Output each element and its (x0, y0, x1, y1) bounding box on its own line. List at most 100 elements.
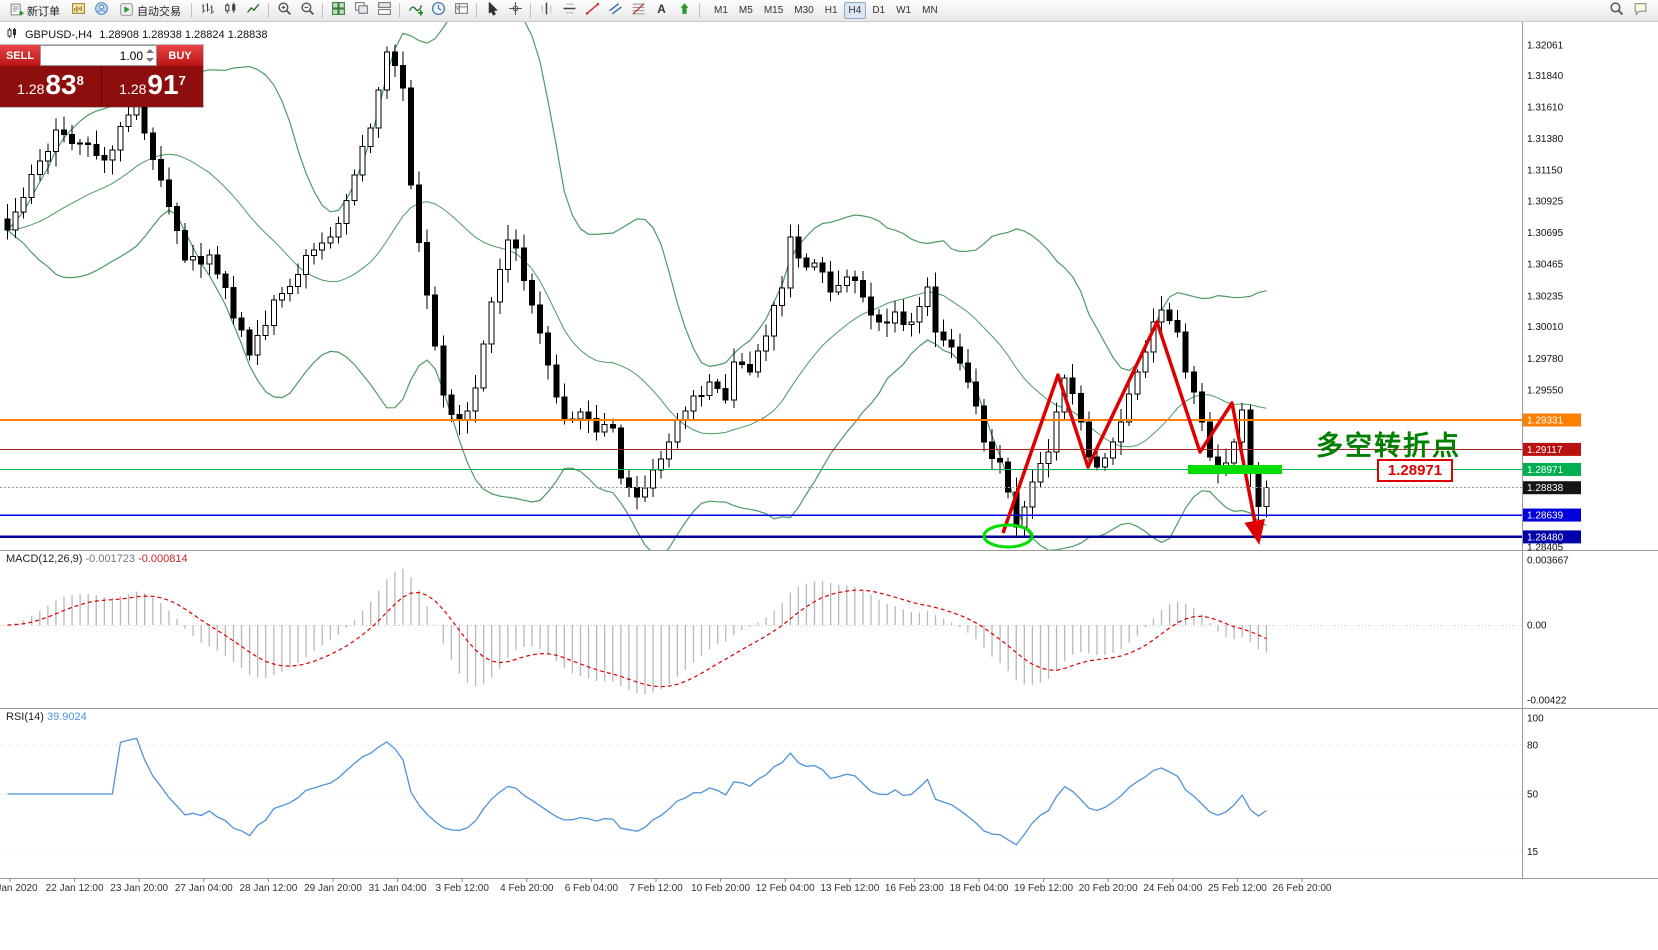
toolbar-separator (322, 3, 323, 18)
volume-input[interactable]: 1.00 (40, 45, 157, 66)
macd-signal-line (7, 589, 1267, 688)
fibonacci-tool-icon (631, 1, 646, 21)
timeframe-m5-button[interactable]: M5 (738, 5, 753, 16)
sell-price-display[interactable]: 1.28 83 8 (0, 66, 101, 107)
price-scale[interactable]: 1.32061 1.31840 1.31610 1.31380 1.31150 1.309… (1523, 41, 1581, 554)
buy-button[interactable]: BUY (157, 45, 203, 66)
profiles-button[interactable] (90, 0, 112, 21)
crosshair-tool-button[interactable] (504, 0, 526, 21)
chart-title-ohlc: GBPUSD-,H4 1.28908 1.28938 1.28824 1.288… (6, 27, 267, 42)
templates-button[interactable] (450, 0, 472, 21)
time-tick-label: 27 Jan 04:00 (175, 883, 233, 894)
price-tick: 1.31610 (1527, 102, 1564, 113)
charts-button[interactable] (67, 0, 89, 21)
price-badge (1523, 442, 1581, 456)
indicators-button[interactable] (404, 0, 426, 21)
chart-type-line-icon (246, 1, 261, 21)
ellipse-highlight[interactable] (982, 523, 1034, 549)
profiles-icon (94, 1, 109, 21)
trend-arrow-drawing[interactable] (1001, 320, 1266, 545)
periods-button[interactable] (427, 0, 449, 21)
vertical-line-tool-button[interactable] (535, 0, 557, 21)
horizontal-line-tool-button[interactable] (558, 0, 580, 21)
time-tick-label: 24 Feb 04:00 (1143, 883, 1202, 894)
timeframe-switcher: M1 M5 M15 M30 H1 H4 D1 W1 MN (709, 2, 943, 19)
zoom-in-icon (277, 1, 292, 21)
one-click-trading-panel: SELL 1.00 BUY 1.28 83 8 1.28 91 7 (0, 44, 204, 108)
timeframe-m1-button[interactable]: M1 (714, 5, 728, 16)
sell-button[interactable]: SELL (0, 45, 40, 66)
search-button[interactable] (1605, 0, 1627, 21)
time-tick-label: 4 Feb 20:00 (500, 883, 554, 894)
analysis-annotations[interactable] (982, 320, 1282, 549)
time-tick-label: 26 Feb 20:00 (1273, 883, 1332, 894)
rsi-axis-label: 50 (1527, 790, 1539, 801)
price-tick: 1.30010 (1527, 322, 1564, 333)
time-tick-label: 10 Feb 20:00 (691, 883, 750, 894)
chart-type-line-button[interactable] (242, 0, 264, 21)
time-tick-label: 16 Feb 23:00 (885, 883, 944, 894)
chart-symbol-icon (6, 27, 18, 42)
chart-window[interactable]: 1.32061 1.31840 1.31610 1.31380 1.31150 1.309… (0, 22, 1658, 950)
timeframe-m15-button[interactable]: M15 (763, 5, 784, 16)
chart-type-candles-button[interactable] (219, 0, 241, 21)
chart-type-bars-icon (200, 1, 215, 21)
price-tick: 1.30695 (1527, 228, 1564, 239)
fibonacci-tool-button[interactable] (627, 0, 649, 21)
main-toolbar: 新订单 自动交易 A M1 M5 M15 M30 H1 H4 D1 W1 MN (0, 0, 1658, 22)
vertical-line-tool-icon (539, 1, 554, 21)
support-zone-bar[interactable] (1188, 465, 1282, 474)
trendline-tool-button[interactable] (581, 0, 603, 21)
zoom-out-icon (300, 1, 315, 21)
chat-button[interactable] (1629, 0, 1651, 21)
toolbar-separator (530, 3, 531, 18)
time-tick-label: 6 Feb 04:00 (565, 883, 619, 894)
timeframe-h4-button[interactable]: H4 (843, 2, 867, 19)
horizontal-level-lines[interactable] (0, 419, 1522, 539)
timeframe-m30-button[interactable]: M30 (794, 5, 814, 16)
time-scale[interactable]: 21 Jan 2020 22 Jan 12:00 23 Jan 20:00 27 Ja… (0, 878, 1332, 894)
macd-axis-label: 0.003667 (1527, 556, 1569, 567)
price-badge (1523, 413, 1581, 427)
arrow-tool-button[interactable] (673, 0, 695, 21)
cascade-windows-button[interactable] (350, 0, 372, 21)
price-tick: 1.31840 (1527, 71, 1564, 82)
time-tick-label: 12 Feb 04:00 (756, 883, 815, 894)
autotrading-label: 自动交易 (137, 5, 181, 18)
zoom-out-button[interactable] (296, 0, 318, 21)
timeframe-mn-button[interactable]: MN (922, 5, 938, 16)
chart-canvas[interactable]: 1.32061 1.31840 1.31610 1.31380 1.31150 1.309… (0, 22, 1658, 950)
search-icon (1609, 1, 1624, 21)
chart-type-bars-button[interactable] (196, 0, 218, 21)
main-chart-panel (4, 22, 1270, 550)
rsi-panel: 100 80 50 15 (0, 714, 1544, 858)
ohlc-values: 1.28908 1.28938 1.28824 1.28838 (99, 28, 268, 41)
price-badge-text: 1.29117 (1527, 445, 1563, 456)
price-badge-text: 1.28838 (1527, 483, 1564, 494)
rsi-axis-label: 15 (1527, 847, 1539, 858)
bollinger-up (7, 22, 1267, 372)
zoom-in-button[interactable] (273, 0, 295, 21)
chinese-annotation[interactable]: 多空转折点 (1316, 431, 1461, 462)
new-order-button[interactable]: 新订单 (3, 0, 66, 21)
time-tick-label: 20 Feb 20:00 (1079, 883, 1138, 894)
tile-windows-button[interactable] (327, 0, 349, 21)
timeframe-d1-button[interactable]: D1 (872, 5, 886, 16)
time-tick-label: 25 Feb 12:00 (1208, 883, 1267, 894)
cursor-tool-button[interactable] (481, 0, 503, 21)
tile-horizontal-button[interactable] (373, 0, 395, 21)
text-tool-button[interactable]: A (650, 0, 672, 21)
buy-price-display[interactable]: 1.28 91 7 (102, 66, 203, 107)
svg-text:A: A (657, 2, 666, 15)
price-callout-label[interactable]: 1.28971 (1377, 459, 1453, 482)
volume-value: 1.00 (119, 48, 143, 63)
rsi-line (7, 737, 1267, 846)
timeframe-h1-button[interactable]: H1 (824, 5, 838, 16)
price-badge-text: 1.28480 (1527, 532, 1564, 543)
autotrading-button[interactable]: 自动交易 (113, 0, 187, 21)
channel-tool-button[interactable] (604, 0, 626, 21)
price-tick: 1.30925 (1527, 197, 1564, 208)
timeframe-w1-button[interactable]: W1 (896, 5, 912, 16)
price-badge (1523, 462, 1581, 476)
volume-spinner[interactable] (145, 47, 155, 64)
